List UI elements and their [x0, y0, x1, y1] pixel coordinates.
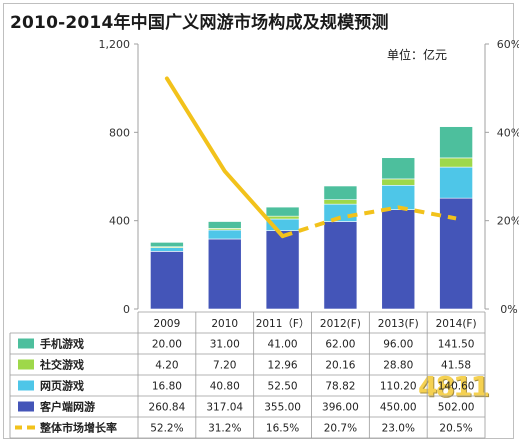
bar-segment [150, 247, 184, 252]
bar-segment [439, 126, 473, 159]
legend-series-label: 网页游戏 [40, 379, 84, 393]
table-value-cell: 28.80 [383, 360, 413, 372]
bar-segment [265, 215, 300, 220]
table-value-cell: 52.2% [150, 423, 183, 435]
legend-swatch [18, 380, 34, 391]
y-left-tick-label: 0 [123, 303, 130, 316]
bar-segment [323, 185, 358, 200]
bar-segment [439, 166, 473, 199]
table-value-cell: 450.00 [380, 402, 417, 414]
bar-segment [207, 238, 242, 310]
x-category-label: 2010 [211, 318, 238, 330]
y-right-tick-label: 0% [500, 303, 517, 316]
bar-segment [381, 209, 416, 310]
table-value-cell: 4.20 [155, 360, 178, 372]
growth-line-actual [164, 76, 285, 239]
unit-label: 单位：亿元 [387, 48, 448, 62]
legend-series-label: 客户端网游 [39, 400, 95, 414]
table-value-cell: 110.20 [380, 381, 417, 393]
growth-line-forecast [281, 205, 457, 239]
y-left-tick-label: 800 [109, 126, 130, 139]
legend-series-label: 社交游戏 [39, 358, 84, 372]
y-right-tick-label: 60% [497, 38, 519, 51]
table-value-cell: 40.80 [210, 381, 240, 393]
bar-segment [381, 157, 416, 180]
table-value-cell: 96.00 [383, 339, 413, 351]
table-value-cell: 16.5% [266, 423, 299, 435]
bar-segment [150, 242, 184, 248]
table-value-cell: 62.00 [325, 339, 355, 351]
table-value-cell: 23.0% [382, 423, 415, 435]
bar-segment [150, 251, 184, 310]
table-value-cell: 317.04 [206, 402, 243, 414]
table-value-cell: 502.00 [438, 402, 475, 414]
legend-swatch [18, 338, 34, 349]
bar-segment [265, 206, 300, 217]
y-left-tick-label: 400 [109, 215, 130, 228]
table-value-cell: 20.00 [152, 339, 182, 351]
table-value-cell: 31.2% [208, 423, 241, 435]
bar-segment [381, 178, 416, 186]
table-value-cell: 140.60 [438, 381, 475, 393]
x-category-label: 2011（F） [256, 318, 310, 330]
legend-swatch [18, 359, 34, 370]
x-category-label: 2009 [154, 318, 181, 330]
table-value-cell: 141.50 [438, 339, 475, 351]
y-right-tick-label: 40% [497, 126, 519, 139]
x-category-label: 2012(F) [320, 318, 361, 330]
table-value-cell: 16.80 [152, 381, 182, 393]
table-value-cell: 20.7% [324, 423, 357, 435]
bar-segment [265, 230, 300, 310]
table-value-cell: 355.00 [264, 402, 301, 414]
chart-title: 2010-2014年中国广义网游市场构成及规模预测 [10, 13, 389, 33]
legend-swatch [18, 401, 34, 412]
y-right-tick-label: 20% [497, 215, 519, 228]
bar-segment [207, 229, 242, 240]
table-value-cell: 31.00 [210, 339, 240, 351]
table-value-cell: 41.58 [441, 360, 471, 372]
bar-segment [439, 197, 473, 310]
bar-segment [207, 221, 242, 229]
table-value-cell: 396.00 [322, 402, 359, 414]
y-left-tick-label: 1,200 [99, 38, 131, 51]
table-value-cell: 20.5% [439, 423, 472, 435]
chart-frame [3, 3, 514, 439]
bar-segment [323, 199, 358, 205]
table-value-cell: 260.84 [149, 402, 186, 414]
table-value-cell: 52.50 [268, 381, 298, 393]
x-category-label: 2013(F) [378, 318, 419, 330]
table-value-cell: 41.00 [268, 339, 298, 351]
table-value-cell: 12.96 [268, 360, 298, 372]
bar-segment [439, 157, 473, 168]
table-value-cell: 20.16 [325, 360, 355, 372]
legend-series-label: 整体市场增长率 [39, 421, 117, 435]
legend-series-label: 手机游戏 [40, 337, 84, 351]
table-value-cell: 7.20 [213, 360, 236, 372]
x-category-label: 2014(F) [436, 318, 477, 330]
watermark-logo: 4811 [418, 370, 490, 403]
table-value-cell: 78.82 [325, 381, 355, 393]
bar-segment [323, 221, 358, 310]
